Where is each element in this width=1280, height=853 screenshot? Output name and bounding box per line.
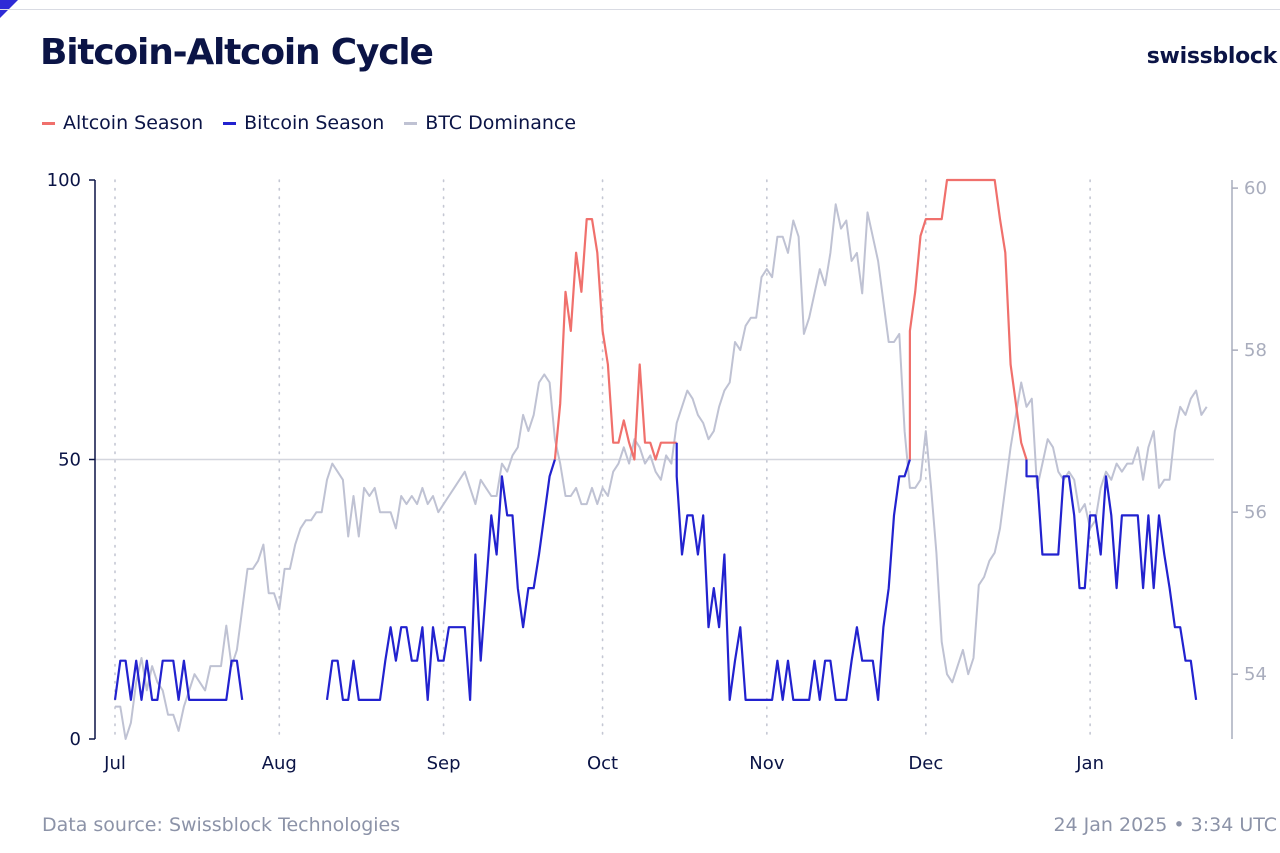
x-tick-label-oct: Oct <box>587 753 618 774</box>
chart-legend: Altcoin Season Bitcoin Season BTC Domina… <box>42 112 596 134</box>
x-tick-label-sep: Sep <box>427 753 461 774</box>
y-right-tick-label-60: 60 <box>1244 178 1267 199</box>
legend-label-bitcoin-season: Bitcoin Season <box>244 112 385 134</box>
top-divider <box>0 9 1280 10</box>
legend-swatch-altcoin-season <box>42 121 55 125</box>
legend-swatch-btc-dominance <box>404 121 418 125</box>
x-tick-label-jan: Jan <box>1075 753 1104 774</box>
series-line-bitcoin-season-segment-5 <box>1025 459 1198 701</box>
y-right-tick-label-56: 56 <box>1244 502 1267 523</box>
x-tick-label-jul: Jul <box>103 753 126 774</box>
y-left-tick-label-50: 50 <box>58 450 81 471</box>
legend-label-altcoin-season: Altcoin Season <box>63 112 204 134</box>
page-title: Bitcoin-Altcoin Cycle <box>40 32 434 73</box>
series-line-altcoin-season-segment-2 <box>553 218 677 461</box>
timestamp: 24 Jan 2025 • 3:34 UTC <box>1053 814 1277 836</box>
series-line-bitcoin-season-segment-1 <box>325 459 556 701</box>
series-line-btc-dominance <box>115 203 1208 740</box>
series-line-bitcoin-season-segment-0 <box>113 659 244 701</box>
x-tick-label-aug: Aug <box>262 753 297 774</box>
series-line-altcoin-season-segment-4 <box>908 178 1028 460</box>
series-line-bitcoin-season-segment-3 <box>675 442 911 701</box>
x-tick-label-dec: Dec <box>908 753 943 774</box>
x-tick-label-nov: Nov <box>749 753 784 774</box>
legend-item-bitcoin-season: Bitcoin Season <box>223 112 384 134</box>
legend-label-btc-dominance: BTC Dominance <box>425 112 577 134</box>
legend-swatch-bitcoin-season <box>223 121 237 125</box>
y-left-tick-label-100: 100 <box>47 170 81 191</box>
legend-item-altcoin-season: Altcoin Season <box>42 112 203 134</box>
y-right-tick-label-58: 58 <box>1244 340 1267 361</box>
legend-item-btc-dominance: BTC Dominance <box>404 112 576 134</box>
brand-logo: swissblock <box>1146 44 1278 69</box>
y-right-tick-label-54: 54 <box>1244 664 1267 685</box>
data-source: Data source: Swissblock Technologies <box>42 814 401 836</box>
y-left-tick-label-0: 0 <box>70 729 81 750</box>
